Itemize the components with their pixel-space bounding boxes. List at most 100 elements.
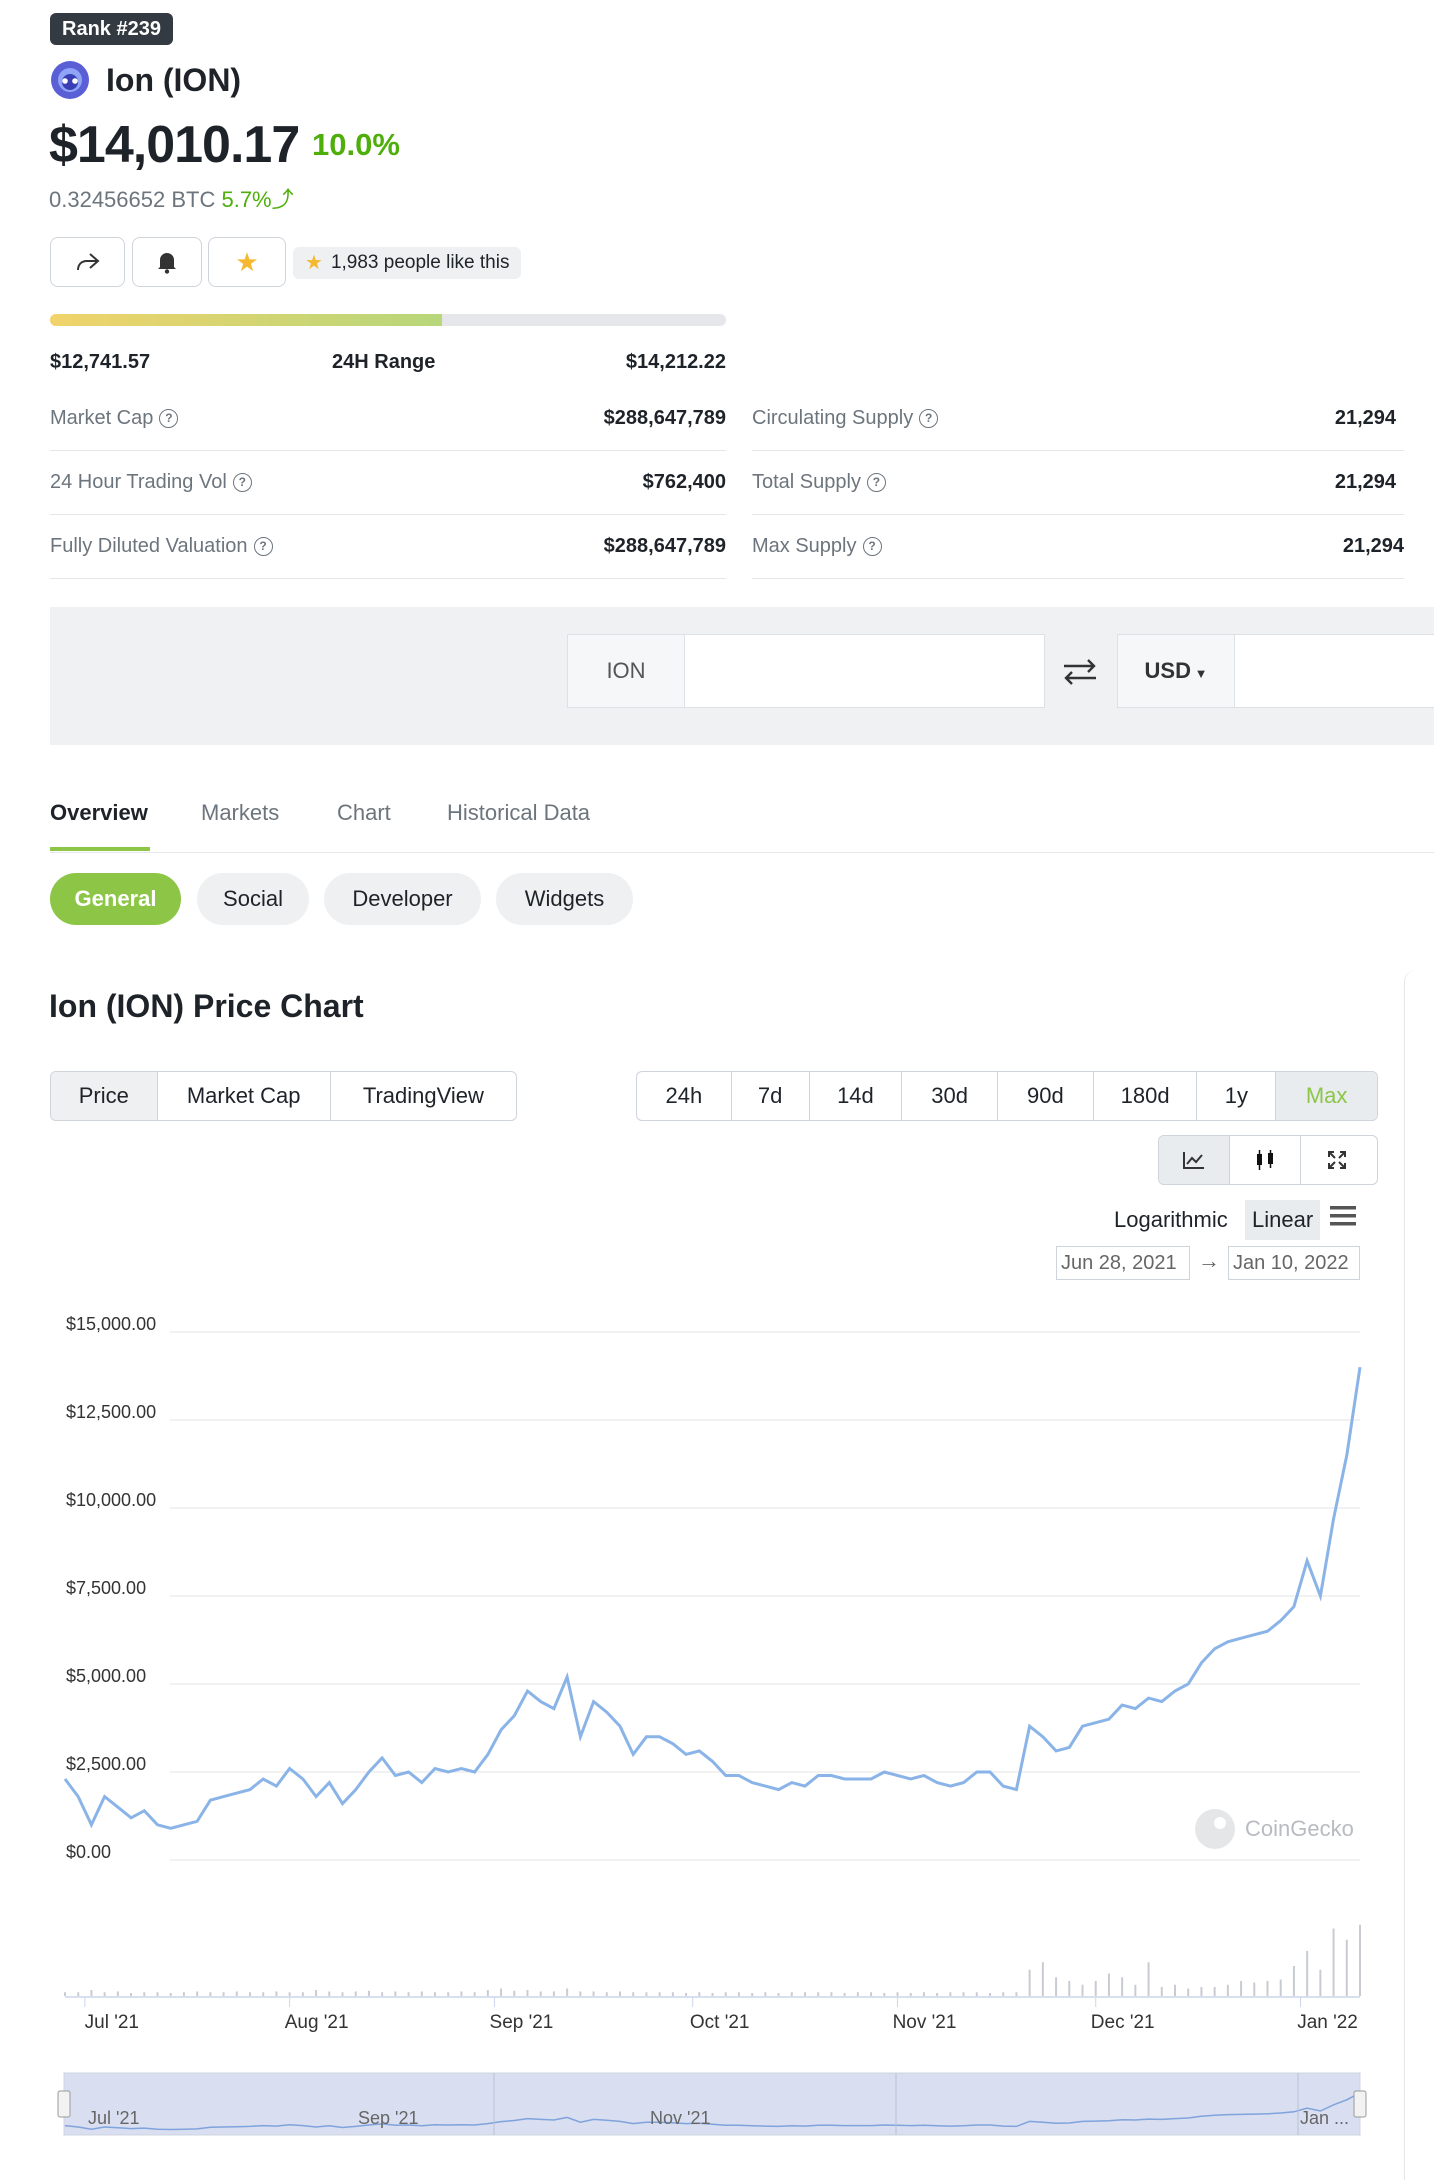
volume-bar bbox=[235, 1991, 238, 1996]
volume-bar bbox=[698, 1992, 701, 1996]
date-to-input[interactable]: Jan 10, 2022 bbox=[1228, 1246, 1360, 1280]
candlestick-button[interactable] bbox=[1230, 1136, 1301, 1184]
help-icon[interactable]: ? bbox=[866, 473, 886, 492]
stat-market-cap: Market Cap? $288,647,789 bbox=[50, 387, 726, 451]
x-axis-labels: Jul '21 Aug '21 Sep '21 Oct '21 Nov '21 Dec '… bbox=[84, 1997, 1358, 2033]
volume-bar bbox=[1292, 1966, 1295, 1996]
alert-button[interactable] bbox=[132, 237, 202, 287]
side-panel bbox=[1404, 970, 1434, 2180]
range-30d-button[interactable]: 30d bbox=[902, 1072, 999, 1120]
price-button[interactable]: Price bbox=[51, 1072, 158, 1120]
star-icon: ★ bbox=[235, 246, 259, 277]
chart-tools bbox=[1158, 1135, 1378, 1185]
range-180d-button[interactable]: 180d bbox=[1094, 1072, 1198, 1120]
fullscreen-button[interactable] bbox=[1301, 1136, 1372, 1184]
help-icon[interactable]: ? bbox=[253, 537, 273, 556]
btc-price-value: 0.32456652 BTC bbox=[49, 187, 216, 212]
volume-bar bbox=[804, 1992, 806, 1996]
stat-trading-vol: 24 Hour Trading Vol? $762,400 bbox=[50, 451, 726, 515]
volume-bar bbox=[1174, 1984, 1176, 1996]
expand-icon bbox=[1327, 1151, 1346, 1169]
currency-select-value: USD bbox=[1144, 658, 1191, 683]
range-14d-button[interactable]: 14d bbox=[810, 1072, 903, 1120]
volume-bar bbox=[1306, 1951, 1309, 1996]
volume-bar bbox=[169, 1993, 172, 1996]
y-tick-label: $7,500.00 bbox=[66, 1578, 146, 1598]
range-1y-button[interactable]: 1y bbox=[1197, 1072, 1277, 1120]
tradingview-button[interactable]: TradingView bbox=[362, 1083, 484, 1108]
currency-select[interactable]: USD ▼ bbox=[1117, 634, 1235, 708]
linear-toggle[interactable]: Linear bbox=[1245, 1200, 1321, 1240]
navigator-handle-left[interactable] bbox=[57, 2090, 71, 2118]
volume-bar bbox=[619, 1991, 621, 1996]
volume-bar bbox=[579, 1991, 582, 1996]
navigator-handle-right[interactable] bbox=[1353, 2090, 1367, 2118]
converter-to-input[interactable] bbox=[1234, 634, 1434, 708]
converter-from-input[interactable] bbox=[684, 634, 1045, 708]
volume-bar bbox=[896, 1992, 899, 1996]
logarithmic-toggle[interactable]: Logarithmic bbox=[1114, 1207, 1228, 1232]
menu-icon[interactable] bbox=[1328, 1204, 1358, 1233]
tab-markets[interactable]: Markets bbox=[201, 800, 280, 825]
date-from-input[interactable]: Jun 28, 2021 bbox=[1056, 1246, 1190, 1280]
volume-bar bbox=[1068, 1981, 1071, 1996]
volume-bar bbox=[1121, 1977, 1124, 1996]
btc-price: 0.32456652 BTC 5.7%⤴ bbox=[49, 185, 294, 215]
help-icon[interactable]: ? bbox=[159, 409, 179, 428]
volume-bar bbox=[1187, 1988, 1190, 1996]
market-cap-button[interactable]: Market Cap bbox=[158, 1072, 331, 1120]
current-price: $14,010.17 bbox=[49, 116, 300, 174]
subtab-general[interactable]: General bbox=[50, 873, 181, 925]
swap-icon[interactable] bbox=[1058, 654, 1102, 695]
help-icon[interactable]: ? bbox=[862, 537, 882, 556]
price-chart: $15,000.00 $12,500.00 $10,000.00 $7,500.00 $… bbox=[57, 1314, 1367, 2136]
range-7d-button[interactable]: 7d bbox=[732, 1072, 810, 1120]
volume-bar bbox=[354, 1991, 357, 1996]
volume-bar bbox=[434, 1992, 436, 1996]
subtab-developer[interactable]: Developer bbox=[324, 873, 481, 925]
line-chart-icon bbox=[1183, 1152, 1204, 1169]
tab-chart[interactable]: Chart bbox=[337, 800, 391, 825]
navigator[interactable]: Jul '21 Sep '21 Nov '21 Jan ... bbox=[57, 2072, 1367, 2136]
volume-bar bbox=[566, 1988, 569, 1996]
price-line-series bbox=[63, 1366, 1362, 1830]
subtab-social[interactable]: Social bbox=[197, 873, 309, 925]
range-24h-button[interactable]: 24h bbox=[637, 1072, 732, 1120]
help-icon[interactable]: ? bbox=[919, 409, 939, 428]
share-button[interactable] bbox=[50, 237, 125, 287]
chart-gridlines bbox=[170, 1331, 1360, 1861]
range-max-button[interactable]: Max bbox=[1276, 1072, 1377, 1120]
volume-bar bbox=[632, 1992, 635, 1996]
volume-bar bbox=[989, 1993, 991, 1996]
volume-bar bbox=[1107, 1973, 1110, 1996]
range-90d-button[interactable]: 90d bbox=[998, 1072, 1094, 1120]
volume-bar bbox=[777, 1993, 780, 1996]
stat-max-supply: Max Supply? 21,294 bbox=[752, 515, 1404, 579]
favorite-button[interactable]: ★ bbox=[208, 237, 286, 287]
y-tick-label: $5,000.00 bbox=[66, 1666, 146, 1686]
bell-icon bbox=[158, 253, 176, 274]
volume-bar bbox=[909, 1993, 912, 1996]
y-axis-labels: $15,000.00 $12,500.00 $10,000.00 $7,500.00 $… bbox=[66, 1314, 156, 1862]
volume-bar bbox=[645, 1992, 648, 1996]
arrow-right-icon: → bbox=[1198, 1248, 1220, 1273]
stat-label: Market Cap bbox=[50, 407, 154, 429]
x-tick-label: Dec '21 bbox=[1091, 2012, 1155, 2033]
volume-bar bbox=[1094, 1981, 1097, 1996]
help-icon[interactable]: ? bbox=[232, 473, 252, 492]
24h-range-bar bbox=[50, 314, 726, 326]
volume-bar bbox=[1226, 1984, 1229, 1996]
subtab-widgets[interactable]: Widgets bbox=[496, 873, 633, 925]
rank-badge: Rank #239 bbox=[50, 13, 173, 45]
volume-bar bbox=[711, 1993, 714, 1996]
tab-overview[interactable]: Overview bbox=[50, 800, 148, 825]
tab-historical-data[interactable]: Historical Data bbox=[447, 800, 591, 825]
volume-bar bbox=[328, 1991, 331, 1996]
stat-label: Fully Diluted Valuation bbox=[50, 535, 248, 557]
volume-bar bbox=[301, 1992, 304, 1996]
ion-logo-icon bbox=[51, 61, 89, 99]
volume-bar bbox=[486, 1990, 489, 1996]
line-chart-button[interactable] bbox=[1159, 1136, 1230, 1184]
volume-bar bbox=[103, 1992, 106, 1996]
coin-name: Ion (ION) bbox=[106, 62, 242, 98]
